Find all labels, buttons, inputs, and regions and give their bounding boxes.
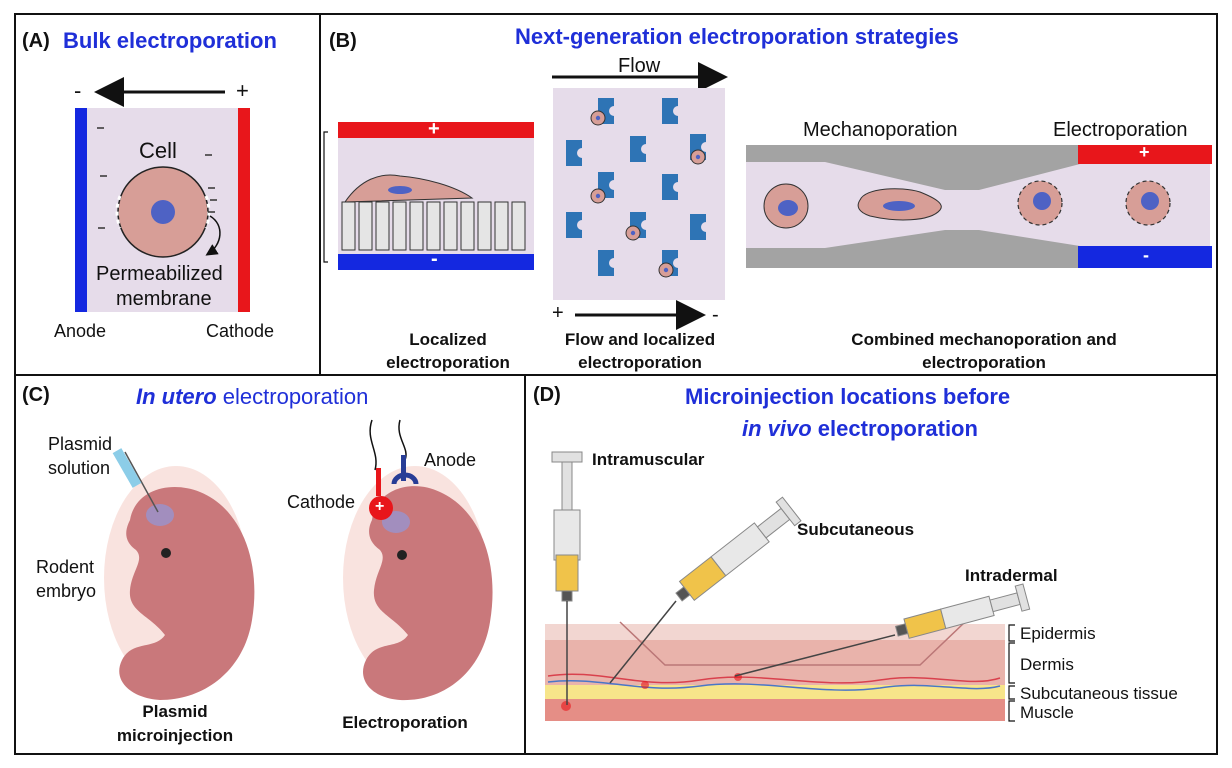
electroporation-label: Electroporation: [1053, 119, 1188, 141]
subcutaneous-tissue-label: Subcutaneous tissue: [1020, 684, 1178, 703]
cathode-plus-sign: +: [375, 498, 385, 515]
layer-brackets: [1008, 624, 1015, 722]
syringe-intramuscular: [551, 451, 583, 705]
panel-c-letter: (C): [22, 384, 50, 406]
panel-c-title-rest: electroporation: [216, 384, 369, 409]
rodent-label-line1: Rodent: [36, 557, 95, 577]
embryo-right-graphics: [343, 419, 493, 701]
permeabilized-segment-left: [115, 195, 122, 229]
cell-label: Cell: [139, 138, 177, 163]
permeabilized-label-line2: membrane: [116, 288, 212, 310]
panel-d-title-rest: electroporation: [811, 416, 978, 441]
skin-cross-section: [545, 621, 1005, 721]
plus-sign: +: [236, 78, 249, 103]
caption-localized-line1: Localized: [409, 330, 487, 349]
anode-label: Anode: [54, 321, 107, 341]
flow-plus: +: [552, 302, 564, 324]
caption-electroporation: Electroporation: [342, 713, 468, 732]
curved-pointer: [205, 215, 221, 256]
caption-microinjection-line2: microinjection: [116, 726, 234, 745]
cathode-electrode: [238, 108, 250, 312]
anode-electrode: [75, 108, 87, 312]
panel-d: [524, 374, 1218, 755]
intramuscular-label: Intramuscular: [592, 450, 705, 469]
nanostraw-array: [341, 201, 526, 251]
syringe-intradermal: [894, 583, 1031, 639]
caption-flow-line2: electroporation: [578, 353, 702, 372]
plasmid-label-line2: solution: [48, 458, 111, 478]
flow-minus: -: [712, 304, 719, 326]
anode-label-c: Anode: [424, 450, 477, 470]
mechano-electroporation-graphics: [746, 145, 1212, 268]
cathode-electrode: [369, 496, 393, 520]
panel-a-graphics: [75, 77, 250, 312]
plasmid-label-line1: Plasmid: [48, 434, 113, 454]
panel-c-title: In utero electroporation: [136, 384, 368, 410]
flow-electroporation-graphics: [552, 62, 728, 330]
caption-flow-line1: Flow and localized: [564, 330, 716, 349]
pillar-obstacles: [566, 98, 706, 276]
caption-combined-line2: electroporation: [922, 353, 1046, 372]
electrode-plus-1: +: [428, 118, 440, 140]
panel-b-title: Next-generation electroporation strategi…: [515, 24, 959, 49]
electrode-minus-3: -: [1143, 245, 1149, 265]
muscle-label: Muscle: [1020, 703, 1074, 722]
panel-b-letter: (B): [329, 30, 357, 52]
syringe-subcutaneous: [675, 496, 802, 602]
embryo-left-graphics: [104, 448, 255, 700]
caption-combined-line1: Combined mechanoporation and: [851, 330, 1117, 349]
plasmid-marks: [97, 127, 217, 229]
panel-d-title-line1: Microinjection locations before: [685, 384, 1011, 409]
panel-a-letter: (A): [22, 30, 50, 52]
caption-localized-line2: electroporation: [386, 353, 510, 372]
panel-d-title-italic: in vivo: [742, 416, 812, 441]
minus-sign: -: [74, 78, 82, 103]
permeabilized-label-line1: Permeabilized: [96, 263, 223, 285]
panel-c-title-italic: In utero: [136, 384, 217, 409]
epidermis-label: Epidermis: [1020, 624, 1096, 643]
flow-label: Flow: [618, 55, 661, 77]
subcutaneous-label: Subcutaneous: [797, 520, 915, 539]
localized-electroporation-graphics: [323, 122, 534, 270]
panel-d-title-line2: in vivo electroporation: [742, 416, 978, 442]
cell-nucleus: [151, 200, 175, 224]
injection-needle: [124, 451, 159, 513]
dermis-label: Dermis: [1020, 655, 1074, 674]
electrode-plus-3: +: [1139, 142, 1150, 162]
cathode-label-c: Cathode: [287, 492, 356, 512]
cathode-label: Cathode: [206, 321, 275, 341]
mechanoporation-label: Mechanoporation: [803, 119, 958, 141]
caption-microinjection-line1: Plasmid: [142, 702, 208, 721]
intradermal-label: Intradermal: [965, 566, 1058, 585]
electrode-minus-1: -: [431, 248, 438, 270]
panel-a-title: Bulk electroporation: [63, 28, 277, 53]
panel-d-letter: (D): [533, 384, 561, 406]
rodent-label-line2: embryo: [36, 581, 97, 601]
